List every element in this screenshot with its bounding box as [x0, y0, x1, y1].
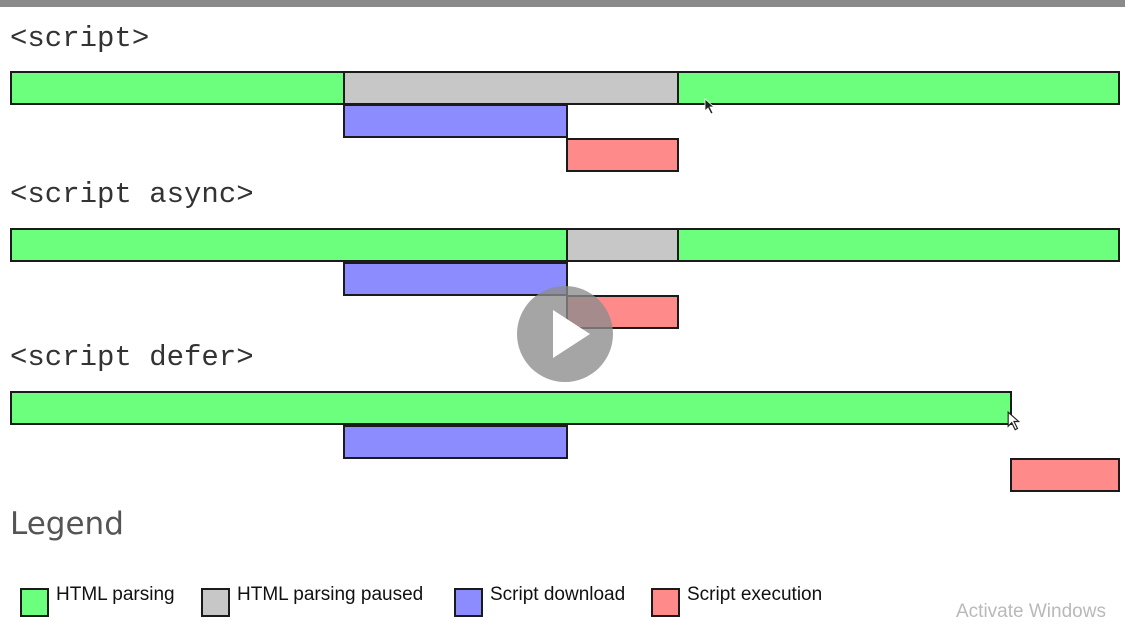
html-parsing-bar [10, 391, 1012, 425]
legend-swatch [651, 588, 680, 617]
legend-label: Script download [490, 584, 626, 605]
html-parsing-bar [10, 71, 345, 105]
script-download-bar [343, 104, 568, 138]
activate-windows-watermark: Activate Windows [956, 601, 1106, 622]
mouse-pointer-icon [1007, 411, 1021, 431]
heading-script-async: <script async> [10, 178, 254, 211]
video-top-bar [0, 0, 1125, 7]
legend-label: HTML parsing paused [237, 584, 424, 605]
legend-title: Legend [10, 506, 124, 542]
heading-script-defer: <script defer> [10, 341, 254, 374]
html-parsing-bar [677, 71, 1120, 105]
video-play-button[interactable] [517, 286, 613, 382]
legend-label: Script execution [687, 584, 823, 605]
html-parsing-paused-bar [343, 71, 679, 105]
html-parsing-bar [10, 228, 568, 262]
heading-script: <script> [10, 22, 150, 55]
play-icon [553, 310, 590, 358]
legend-label: HTML parsing [56, 584, 175, 605]
legend-swatch [454, 588, 483, 617]
script-download-bar [343, 425, 568, 459]
script-download-bar [343, 262, 568, 296]
mouse-pointer-icon [704, 98, 716, 115]
script-execution-bar [1010, 458, 1120, 492]
script-execution-bar [566, 138, 679, 172]
html-parsing-paused-bar [566, 228, 679, 262]
legend-swatch [201, 588, 230, 617]
legend-swatch [20, 588, 49, 617]
html-parsing-bar [677, 228, 1120, 262]
